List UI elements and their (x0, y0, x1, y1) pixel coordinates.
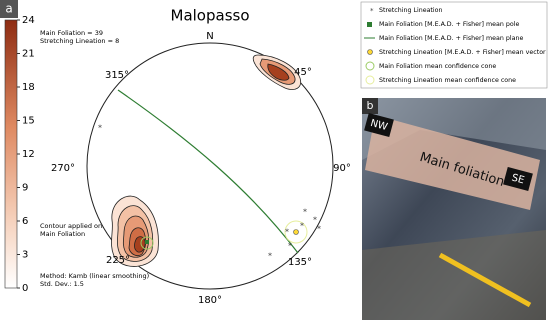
colorbar-tick-label: 24 (22, 15, 35, 26)
colorbar (4, 19, 18, 289)
photo-rock (362, 98, 546, 160)
legend-entry: Stretching Lineation [M.E.A.D. + Fisher]… (379, 49, 546, 56)
legend-symbol (365, 75, 375, 85)
svg-text:*: * (285, 228, 289, 237)
direction-label: 315° (105, 70, 129, 81)
contours (111, 54, 302, 267)
svg-text:*: * (313, 216, 317, 225)
legend-symbol (367, 22, 372, 27)
legend-symbol: * (370, 7, 374, 15)
note: Std. Dev.: 1.5 (40, 280, 84, 288)
colorbar-tick-label: 0 (22, 283, 28, 294)
legend-entry: Main Foliation [M.E.A.D. + Fisher] mean … (379, 21, 519, 28)
colorbar-tick-label: 6 (22, 216, 28, 227)
legend-entry: Stretching Lineation (379, 7, 443, 14)
panel-label-box (0, 0, 18, 18)
lineation-points: ******** (98, 124, 321, 261)
direction-label: 90° (333, 163, 351, 174)
panel-label: a (5, 2, 12, 16)
colorbar-tick-label: 9 (22, 183, 28, 194)
photo-label: SE (510, 173, 525, 187)
direction-label: 180° (198, 295, 222, 306)
pencil (438, 252, 532, 308)
svg-text:*: * (98, 124, 102, 133)
stat: Stretching Lineation = 8 (40, 37, 119, 45)
colorbar-tick-label: 15 (22, 116, 35, 127)
svg-text:*: * (317, 225, 321, 234)
note: Method: Kamb (linear smoothing) (40, 272, 149, 280)
stat: Main Foliation = 39 (40, 29, 103, 37)
confidence-cone (140, 236, 154, 250)
colorbar-tick-label: 12 (22, 149, 35, 160)
legend-symbol (367, 49, 373, 55)
foliation-band (365, 115, 540, 210)
label-box (503, 166, 533, 192)
legend (360, 1, 548, 89)
legend-entry: Stretching Lineation mean confidence con… (379, 77, 516, 84)
direction-label: 45° (294, 67, 312, 78)
direction-label: N (206, 31, 213, 42)
colorbar-tick-label: 3 (22, 250, 28, 261)
svg-text:*: * (303, 208, 307, 217)
svg-text:*: * (300, 222, 304, 231)
direction-label: 225° (106, 255, 130, 266)
colorbar-tick-label: 18 (22, 82, 35, 93)
panel-label-box (362, 98, 378, 114)
svg-text:*: * (268, 252, 272, 261)
svg-text:*: * (288, 242, 292, 251)
confidence-cone (284, 220, 308, 244)
colorbar-tick-label: 21 (22, 49, 35, 60)
legend-symbol (365, 61, 375, 71)
legend-entry: Main Foliation mean confidence cone (379, 63, 496, 70)
label-box (364, 112, 394, 138)
mean-vector (293, 229, 299, 235)
photo-rock (362, 230, 546, 320)
panel-label: b (367, 99, 374, 112)
note: Main Foliation (40, 230, 85, 238)
direction-label: 270° (51, 163, 75, 174)
mean-pole (145, 240, 149, 244)
direction-label: 135° (288, 257, 312, 268)
photo-label: NW (369, 118, 389, 133)
title: Malopasso (171, 7, 250, 25)
legend-entry: Main Foliation [M.E.A.D. + Fisher] mean … (379, 35, 523, 42)
note: Contour applied on: (40, 222, 104, 230)
mean-plane (117, 89, 299, 254)
